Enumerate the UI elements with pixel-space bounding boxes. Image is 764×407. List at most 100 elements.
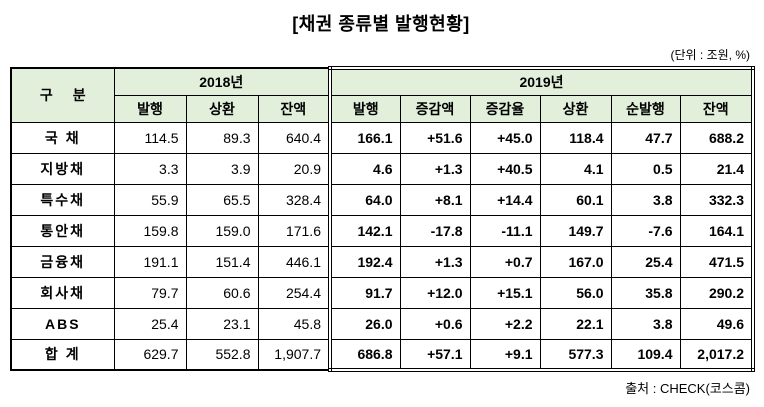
cell-2018: 89.3 <box>185 121 259 154</box>
cell-2018: 191.1 <box>113 245 187 278</box>
row-label: 국 채 <box>10 121 115 154</box>
cell-2019: -11.1 <box>469 214 541 247</box>
table-row: 합 계 629.7 552.8 1,907.7 686.8 +57.1 +9.1 577.3 1… <box>10 338 755 372</box>
cell-2018: 20.9 <box>257 152 331 185</box>
cell-2019: 3.8 <box>610 183 681 216</box>
cell-2019: +51.6 <box>399 121 471 154</box>
cell-2019: +1.3 <box>399 245 471 278</box>
cell-2019: 2,017.2 <box>679 338 755 372</box>
header-2019-change-rate: 증감율 <box>469 94 541 123</box>
cell-2019: +57.1 <box>399 338 471 372</box>
cell-2018: 3.3 <box>113 152 187 185</box>
cell-2019: 332.3 <box>679 183 755 216</box>
row-label: 회사채 <box>10 276 115 309</box>
cell-2018: 23.1 <box>185 307 259 340</box>
cell-2019: 49.6 <box>679 307 755 340</box>
cell-2019: 25.4 <box>610 245 681 278</box>
cell-2019: +1.3 <box>399 152 471 185</box>
cell-2019: +9.1 <box>469 338 541 372</box>
cell-2019: 3.8 <box>610 307 681 340</box>
cell-2019: +14.4 <box>469 183 541 216</box>
header-2019-balance: 잔액 <box>679 94 755 123</box>
unit-note: (단위 : 조원, %) <box>670 48 751 62</box>
header-category: 구 분 <box>10 67 115 123</box>
cell-2019: 21.4 <box>679 152 755 185</box>
cell-2018: 114.5 <box>113 121 187 154</box>
row-label: 금융채 <box>10 245 115 278</box>
cell-2019: +0.6 <box>399 307 471 340</box>
table-row: 금융채 191.1 151.4 446.1 192.4 +1.3 +0.7 167.0 25.4… <box>10 245 755 278</box>
cell-2018: 3.9 <box>185 152 259 185</box>
table-header: 구 분 2018년 2019년 발행 상환 잔액 발행 증감액 증감율 상환 순… <box>10 66 755 123</box>
table-row: 통안채 159.8 159.0 171.6 142.1 -17.8 -11.1 149.7 -7… <box>10 214 755 247</box>
cell-2019: +0.7 <box>469 245 541 278</box>
cell-2019: 290.2 <box>679 276 755 309</box>
cell-2019: 167.0 <box>539 245 612 278</box>
cell-2019: 192.4 <box>328 245 401 278</box>
cell-2019: 0.5 <box>610 152 681 185</box>
table-row: 회사채 79.7 60.6 254.4 91.7 +12.0 +15.1 56.0 35.8 29… <box>10 276 755 309</box>
cell-2018: 45.8 <box>257 307 331 340</box>
cell-2019: 688.2 <box>679 121 755 154</box>
cell-2019: 64.0 <box>328 183 401 216</box>
cell-2019: 4.1 <box>539 152 612 185</box>
table-row: 국 채 114.5 89.3 640.4 166.1 +51.6 +45.0 118.4 47.… <box>10 121 755 154</box>
cell-2019: 118.4 <box>539 121 612 154</box>
bond-issuance-table: 구 분 2018년 2019년 발행 상환 잔액 발행 증감액 증감율 상환 순… <box>10 66 755 372</box>
cell-2018: 640.4 <box>257 121 331 154</box>
table-row: 지방채 3.3 3.9 20.9 4.6 +1.3 +40.5 4.1 0.5 21.4 <box>10 152 755 185</box>
cell-2018: 552.8 <box>185 338 259 371</box>
cell-2018: 446.1 <box>257 245 331 278</box>
cell-2018: 65.5 <box>185 183 259 216</box>
cell-2019: +45.0 <box>469 121 541 154</box>
cell-2019: 4.6 <box>328 152 401 185</box>
cell-2019: 109.4 <box>610 338 681 372</box>
cell-2018: 1,907.7 <box>257 338 331 371</box>
cell-2019: 91.7 <box>328 276 401 309</box>
source-note: 출처 : CHECK(코스콤) <box>625 381 750 396</box>
cell-2019: 47.7 <box>610 121 681 154</box>
cell-2018: 171.6 <box>257 214 331 247</box>
cell-2019: +15.1 <box>469 276 541 309</box>
header-2018-issued: 발행 <box>113 94 187 123</box>
cell-2018: 254.4 <box>257 276 331 309</box>
page: [채권 종류별 발행현황] (단위 : 조원, %) 구 분 2018년 201… <box>10 14 755 396</box>
cell-2018: 328.4 <box>257 183 331 216</box>
cell-2019: 22.1 <box>539 307 612 340</box>
cell-2019: 577.3 <box>539 338 612 372</box>
cell-2019: 686.8 <box>328 338 401 372</box>
table-row: ABS 25.4 23.1 45.8 26.0 +0.6 +2.2 22.1 3.8 49.6 <box>10 307 755 340</box>
row-label: 지방채 <box>10 152 115 185</box>
cell-2019: -17.8 <box>399 214 471 247</box>
header-2018-balance: 잔액 <box>257 94 331 123</box>
table-row: 특수채 55.9 65.5 328.4 64.0 +8.1 +14.4 60.1 3.8 332.… <box>10 183 755 216</box>
header-row-groups: 구 분 2018년 2019년 <box>10 66 755 123</box>
header-2019-net-issued: 순발행 <box>610 94 681 123</box>
table-body: 국 채 114.5 89.3 640.4 166.1 +51.6 +45.0 118.4 47.… <box>10 121 755 372</box>
cell-2019: 56.0 <box>539 276 612 309</box>
header-2018-redeemed: 상환 <box>185 94 259 123</box>
cell-2018: 159.8 <box>113 214 187 247</box>
page-title: [채권 종류별 발행현황] <box>292 14 470 34</box>
row-label: ABS <box>10 307 115 340</box>
cell-2018: 55.9 <box>113 183 187 216</box>
header-2019: 2019년 <box>328 66 755 96</box>
cell-2019: 149.7 <box>539 214 612 247</box>
row-label: 합 계 <box>10 338 115 371</box>
cell-2018: 629.7 <box>113 338 187 371</box>
cell-2019: 26.0 <box>328 307 401 340</box>
row-label: 통안채 <box>10 214 115 247</box>
cell-2019: 166.1 <box>328 121 401 154</box>
row-label: 특수채 <box>10 183 115 216</box>
cell-2019: +2.2 <box>469 307 541 340</box>
cell-2019: -7.6 <box>610 214 681 247</box>
cell-2019: 35.8 <box>610 276 681 309</box>
cell-2019: +12.0 <box>399 276 471 309</box>
cell-2019: 164.1 <box>679 214 755 247</box>
header-2019-change-amount: 증감액 <box>399 94 471 123</box>
cell-2018: 25.4 <box>113 307 187 340</box>
header-2019-issued: 발행 <box>328 94 401 123</box>
header-row-columns: 발행 상환 잔액 발행 증감액 증감율 상환 순발행 잔액 <box>11 94 755 123</box>
cell-2018: 159.0 <box>185 214 259 247</box>
cell-2019: 142.1 <box>328 214 401 247</box>
